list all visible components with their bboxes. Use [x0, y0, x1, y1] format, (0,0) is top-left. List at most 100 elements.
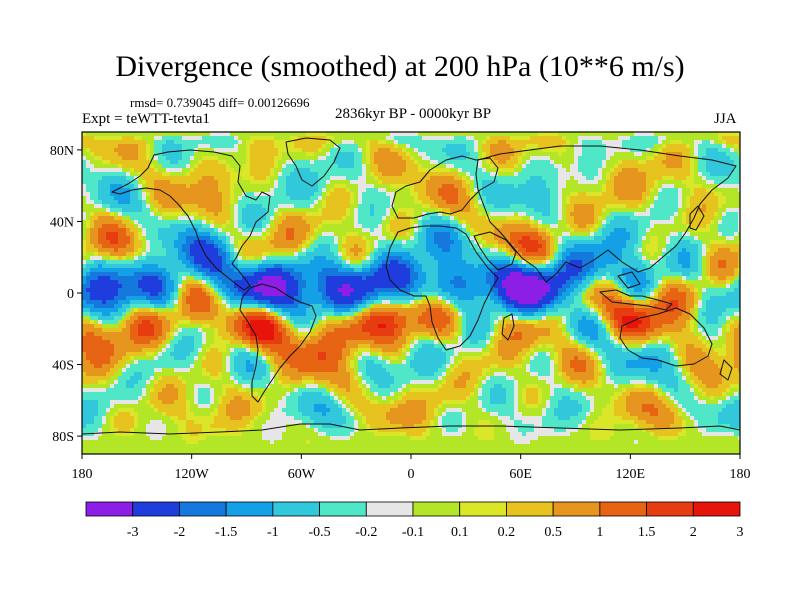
field-cell [110, 240, 115, 245]
field-cell [594, 188, 599, 193]
field-cell [674, 160, 679, 165]
field-cell [374, 188, 379, 193]
field-cell [354, 176, 359, 181]
field-cell [474, 244, 479, 249]
field-cell [462, 188, 467, 193]
field-cell [154, 236, 159, 241]
field-cell [630, 216, 635, 221]
field-cell [266, 176, 271, 181]
field-cell [94, 200, 99, 205]
field-cell [606, 144, 611, 149]
field-cell [86, 148, 91, 153]
field-cell [510, 136, 515, 141]
field-cell [166, 136, 171, 141]
field-cell [98, 176, 103, 181]
field-cell [586, 160, 591, 165]
field-cell [674, 144, 679, 149]
field-cell [466, 160, 471, 165]
field-cell [514, 164, 519, 169]
field-cell [334, 148, 339, 153]
field-cell [130, 144, 135, 149]
field-cell [470, 180, 475, 185]
field-cell [606, 156, 611, 161]
field-cell [346, 160, 351, 165]
field-cell [462, 140, 467, 145]
field-cell [138, 148, 143, 153]
field-cell [466, 136, 471, 141]
field-cell [710, 180, 715, 185]
field-cell [454, 236, 459, 241]
field-cell [482, 216, 487, 221]
field-cell [270, 144, 275, 149]
field-cell [618, 228, 623, 233]
field-cell [478, 168, 483, 173]
field-cell [590, 224, 595, 229]
field-cell [534, 148, 539, 153]
field-cell [646, 224, 651, 229]
field-cell [158, 148, 163, 153]
field-cell [138, 188, 143, 193]
field-cell [290, 144, 295, 149]
field-cell [226, 224, 231, 229]
field-cell [610, 148, 615, 153]
field-cell [370, 136, 375, 141]
field-cell [642, 200, 647, 205]
field-cell [310, 192, 315, 197]
field-cell [370, 232, 375, 237]
field-cell [130, 180, 135, 185]
field-cell [102, 152, 107, 157]
field-cell [430, 132, 435, 137]
field-cell [566, 176, 571, 181]
field-cell [310, 148, 315, 153]
field-cell [138, 160, 143, 165]
field-cell [290, 236, 295, 241]
field-cell [334, 204, 339, 209]
field-cell [706, 172, 711, 177]
field-cell [570, 148, 575, 153]
field-cell [570, 132, 575, 137]
field-cell [538, 228, 543, 233]
field-cell [342, 148, 347, 153]
field-cell [246, 156, 251, 161]
field-cell [158, 132, 163, 137]
field-cell [530, 240, 535, 245]
field-cell [214, 192, 219, 197]
field-cell [514, 132, 519, 137]
field-cell [734, 132, 739, 137]
field-cell [318, 192, 323, 197]
field-cell [574, 184, 579, 189]
field-cell [114, 160, 119, 165]
field-cell [486, 228, 491, 233]
field-cell [714, 248, 719, 253]
field-cell [574, 192, 579, 197]
field-cell [414, 152, 419, 157]
field-cell [710, 236, 715, 241]
field-cell [438, 196, 443, 201]
field-cell [490, 224, 495, 229]
field-cell [650, 200, 655, 205]
field-cell [494, 136, 499, 141]
field-cell [410, 220, 415, 225]
field-cell [650, 156, 655, 161]
field-cell [546, 228, 551, 233]
field-cell [718, 188, 723, 193]
field-cell [398, 172, 403, 177]
field-cell [294, 200, 299, 205]
field-cell [462, 172, 467, 177]
field-cell [474, 236, 479, 241]
field-cell [170, 180, 175, 185]
field-cell [386, 148, 391, 153]
field-cell [530, 228, 535, 233]
field-cell [306, 224, 311, 229]
field-cell [362, 140, 367, 145]
field-cell [354, 172, 359, 177]
field-cell [706, 148, 711, 153]
field-cell [438, 232, 443, 237]
field-cell [722, 224, 727, 229]
field-cell [234, 144, 239, 149]
field-cell [470, 176, 475, 181]
field-cell [722, 132, 727, 137]
field-cell [398, 240, 403, 245]
field-cell [250, 240, 255, 245]
field-cell [298, 244, 303, 249]
